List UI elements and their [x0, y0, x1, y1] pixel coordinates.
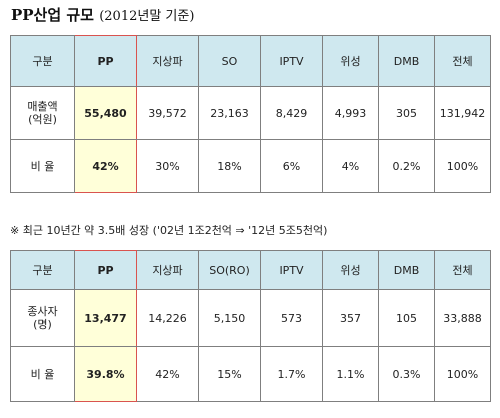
- table-cell: 42%: [136, 346, 199, 402]
- cell-pp: 13,477: [74, 289, 137, 347]
- table-cell: 0.3%: [378, 346, 435, 402]
- header-cell: 지상파: [136, 35, 199, 87]
- cell-pp: 39.8%: [74, 346, 137, 402]
- title-subtitle: (2012년말 기준): [99, 9, 195, 24]
- table-row: 비 율 42% 30% 18% 6% 4% 0.2% 100%: [10, 139, 491, 193]
- table-cell: 33,888: [434, 289, 491, 347]
- header-cell: DMB: [378, 35, 435, 87]
- header-cell: SO: [198, 35, 261, 87]
- table-cell: 100%: [434, 346, 491, 402]
- table-cell: 5,150: [198, 289, 261, 347]
- row-label: 매출액 (억원): [10, 86, 75, 140]
- table-cell: 131,942: [434, 86, 491, 140]
- revenue-table: 구분 PP 지상파 SO IPTV 위성 DMB 전체 매출액 (억원) 55,4…: [10, 35, 491, 193]
- table-cell: 23,163: [198, 86, 261, 140]
- header-cell: DMB: [378, 250, 435, 290]
- table-cell: 30%: [136, 139, 199, 193]
- table-cell: 8,429: [260, 86, 323, 140]
- table-cell: 105: [378, 289, 435, 347]
- page-title: PP산업 규모 (2012년말 기준): [11, 4, 194, 25]
- employees-table: 구분 PP 지상파 SO(RO) IPTV 위성 DMB 전체 종사자 (명) 1…: [10, 250, 491, 402]
- growth-note: ※ 최근 10년간 약 3.5배 성장 ('02년 1조2천억 ⇒ '12년 5…: [10, 224, 328, 237]
- title-main: PP산업 규모: [11, 6, 94, 24]
- table-cell: 39,572: [136, 86, 199, 140]
- cell-pp: 55,480: [74, 86, 137, 140]
- header-cell: 구분: [10, 35, 75, 87]
- header-cell: 전체: [434, 250, 491, 290]
- header-cell: 구분: [10, 250, 75, 290]
- table-cell: 14,226: [136, 289, 199, 347]
- table-row: 매출액 (억원) 55,480 39,572 23,163 8,429 4,993…: [10, 86, 491, 140]
- table-cell: 18%: [198, 139, 261, 193]
- row-label: 비 율: [10, 139, 75, 193]
- row-label: 비 율: [10, 346, 75, 402]
- header-cell-pp: PP: [74, 250, 137, 290]
- header-cell: IPTV: [260, 250, 323, 290]
- header-cell: 위성: [322, 35, 379, 87]
- table-cell: 1.7%: [260, 346, 323, 402]
- header-cell: SO(RO): [198, 250, 261, 290]
- header-cell: 전체: [434, 35, 491, 87]
- table-cell: 100%: [434, 139, 491, 193]
- cell-pp: 42%: [74, 139, 137, 193]
- header-cell-pp: PP: [74, 35, 137, 87]
- table-row: 비 율 39.8% 42% 15% 1.7% 1.1% 0.3% 100%: [10, 346, 491, 402]
- table-cell: 4,993: [322, 86, 379, 140]
- header-cell: 지상파: [136, 250, 199, 290]
- table-cell: 357: [322, 289, 379, 347]
- table-cell: 6%: [260, 139, 323, 193]
- table-cell: 305: [378, 86, 435, 140]
- table-cell: 1.1%: [322, 346, 379, 402]
- table-row: 종사자 (명) 13,477 14,226 5,150 573 357 105 3…: [10, 289, 491, 347]
- row-label: 종사자 (명): [10, 289, 75, 347]
- table-cell: 0.2%: [378, 139, 435, 193]
- table-header-row: 구분 PP 지상파 SO IPTV 위성 DMB 전체: [10, 35, 491, 87]
- table-cell: 4%: [322, 139, 379, 193]
- header-cell: 위성: [322, 250, 379, 290]
- header-cell: IPTV: [260, 35, 323, 87]
- table-cell: 573: [260, 289, 323, 347]
- table-header-row: 구분 PP 지상파 SO(RO) IPTV 위성 DMB 전체: [10, 250, 491, 290]
- table-cell: 15%: [198, 346, 261, 402]
